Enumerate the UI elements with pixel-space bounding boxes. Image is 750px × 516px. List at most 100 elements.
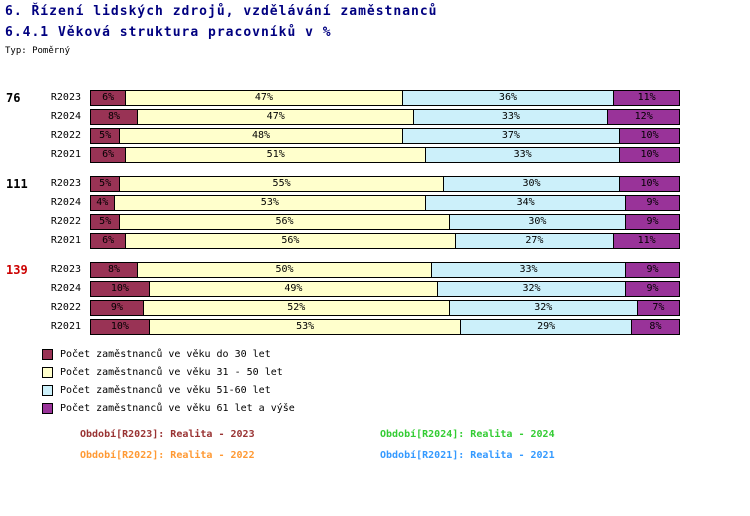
period-row-label: R2021 xyxy=(50,149,81,160)
bar-segment: 8% xyxy=(631,319,679,334)
periods-legend: Období[R2023]: Realita - 2023 Období[R202… xyxy=(80,429,680,461)
bar-row: R2022 5% 48% 37% 10% xyxy=(10,126,680,145)
page-title: 6. Řízení lidských zdrojů, vzdělávání za… xyxy=(5,4,438,19)
bar-row: R2021 6% 51% 33% 10% xyxy=(10,145,680,164)
period-row-label: R2024 xyxy=(50,111,81,122)
legend-item: Počet zaměstnanců ve věku do 30 let xyxy=(42,345,295,363)
period-row-label: R2024 xyxy=(50,283,81,294)
chart-legend: Počet zaměstnanců ve věku do 30 let Počet… xyxy=(42,345,295,417)
period-row-label: R2023 xyxy=(50,92,81,103)
bar-segment: 11% xyxy=(614,233,679,248)
stacked-bar: 5% 55% 30% 10% xyxy=(90,175,680,192)
bar-segment: 34% xyxy=(426,195,627,210)
bar-group: 76 R2023 6% 47% 36% 11% R2024 8% 47% 33% 12% R2022 5… xyxy=(6,88,680,164)
stacked-bar: 10% 53% 29% 8% xyxy=(90,318,680,335)
bar-segment: 48% xyxy=(120,128,403,143)
bar-segment: 33% xyxy=(432,262,627,277)
stacked-bar: 10% 49% 32% 9% xyxy=(90,280,680,297)
bar-row: R2024 4% 53% 34% 9% xyxy=(10,193,680,212)
legend-label: Počet zaměstnanců ve věku 51-60 let xyxy=(60,384,271,396)
bar-row: R2021 6% 56% 27% 11% xyxy=(10,231,680,250)
bar-segment: 33% xyxy=(414,109,609,124)
bar-segment: 9% xyxy=(626,281,679,296)
legend-swatch-icon xyxy=(42,366,53,378)
bar-row: R2022 5% 56% 30% 9% xyxy=(10,212,680,231)
legend-item: Počet zaměstnanců ve věku 51-60 let xyxy=(42,381,295,399)
bar-segment: 10% xyxy=(91,281,150,296)
bar-segment: 53% xyxy=(114,195,427,210)
stacked-bar: 8% 50% 33% 9% xyxy=(90,261,680,278)
bar-segment: 5% xyxy=(91,176,121,191)
stacked-bar: 9% 52% 32% 7% xyxy=(90,299,680,316)
bar-segment: 27% xyxy=(455,233,615,248)
legend-swatch-icon xyxy=(42,384,53,396)
bar-segment: 9% xyxy=(626,214,679,229)
bar-segment: 52% xyxy=(143,300,450,315)
bar-segment: 56% xyxy=(126,233,456,248)
bar-segment: 51% xyxy=(126,147,427,162)
stacked-bar: 8% 47% 33% 12% xyxy=(90,108,680,125)
bar-segment: 33% xyxy=(426,147,621,162)
legend-label: Počet zaměstnanců ve věku 61 let a výše xyxy=(60,402,295,414)
bar-segment: 36% xyxy=(402,90,615,105)
chart-type-label: Typ: Poměrný xyxy=(5,46,71,56)
bar-segment: 32% xyxy=(437,281,627,296)
bar-segment: 30% xyxy=(443,176,621,191)
bar-segment: 7% xyxy=(637,300,679,315)
bar-row: R2023 8% 50% 33% 9% xyxy=(10,260,680,279)
legend-label: Počet zaměstnanců ve věku do 30 let xyxy=(60,348,271,360)
bar-segment: 12% xyxy=(608,109,679,124)
bar-segment: 6% xyxy=(91,90,127,105)
period-row-label: R2023 xyxy=(50,264,81,275)
bar-segment: 4% xyxy=(91,195,115,210)
legend-swatch-icon xyxy=(42,402,53,414)
period-row-label: R2021 xyxy=(50,235,81,246)
bar-segment: 6% xyxy=(91,233,127,248)
bar-group: 139 R2023 8% 50% 33% 9% R2024 10% 49% 32% 9% R2022 9… xyxy=(6,260,680,336)
bar-segment: 5% xyxy=(91,214,121,229)
bar-segment: 47% xyxy=(126,90,403,105)
bar-row: R2023 6% 47% 36% 11% xyxy=(10,88,680,107)
legend-item: Počet zaměstnanců ve věku 31 - 50 let xyxy=(42,363,295,381)
bar-segment: 8% xyxy=(91,109,139,124)
page-subtitle: 6.4.1 Věková struktura pracovníků v % xyxy=(5,25,332,40)
period-legend-label: Období[R2023]: Realita - 2023 xyxy=(80,429,255,440)
bar-segment: 49% xyxy=(149,281,438,296)
bar-segment: 9% xyxy=(626,195,679,210)
period-row-label: R2023 xyxy=(50,178,81,189)
bar-segment: 10% xyxy=(91,319,150,334)
stacked-bar: 5% 56% 30% 9% xyxy=(90,213,680,230)
stacked-bar: 6% 56% 27% 11% xyxy=(90,232,680,249)
bar-group: 111 R2023 5% 55% 30% 10% R2024 4% 53% 34% 9% R2022 5… xyxy=(6,174,680,250)
bar-segment: 10% xyxy=(620,147,679,162)
period-row-label: R2021 xyxy=(50,321,81,332)
stacked-bar: 5% 48% 37% 10% xyxy=(90,127,680,144)
bar-segment: 10% xyxy=(620,128,679,143)
bar-segment: 56% xyxy=(120,214,450,229)
legend-label: Počet zaměstnanců ve věku 31 - 50 let xyxy=(60,366,283,378)
bar-segment: 9% xyxy=(91,300,144,315)
bar-segment: 29% xyxy=(461,319,632,334)
bar-segment: 53% xyxy=(149,319,462,334)
stacked-bar: 6% 47% 36% 11% xyxy=(90,89,680,106)
bar-segment: 50% xyxy=(138,262,433,277)
bar-row: R2024 10% 49% 32% 9% xyxy=(10,279,680,298)
bar-segment: 30% xyxy=(449,214,627,229)
bar-row: R2024 8% 47% 33% 12% xyxy=(10,107,680,126)
legend-item: Počet zaměstnanců ve věku 61 let a výše xyxy=(42,399,295,417)
period-row-label: R2024 xyxy=(50,197,81,208)
stacked-bar: 6% 51% 33% 10% xyxy=(90,146,680,163)
period-row-label: R2022 xyxy=(50,302,81,313)
bar-segment: 32% xyxy=(449,300,638,315)
bar-segment: 10% xyxy=(620,176,679,191)
period-legend-label: Období[R2024]: Realita - 2024 xyxy=(380,429,555,440)
bar-segment: 47% xyxy=(138,109,415,124)
group-total-label: 76 xyxy=(6,91,21,105)
bar-segment: 55% xyxy=(120,176,444,191)
age-structure-chart: 76 R2023 6% 47% 36% 11% R2024 8% 47% 33% 12% R2022 5… xyxy=(6,88,680,346)
bar-segment: 5% xyxy=(91,128,121,143)
group-total-label: 111 xyxy=(6,177,28,191)
bar-segment: 11% xyxy=(614,90,679,105)
bar-row: R2023 5% 55% 30% 10% xyxy=(10,174,680,193)
